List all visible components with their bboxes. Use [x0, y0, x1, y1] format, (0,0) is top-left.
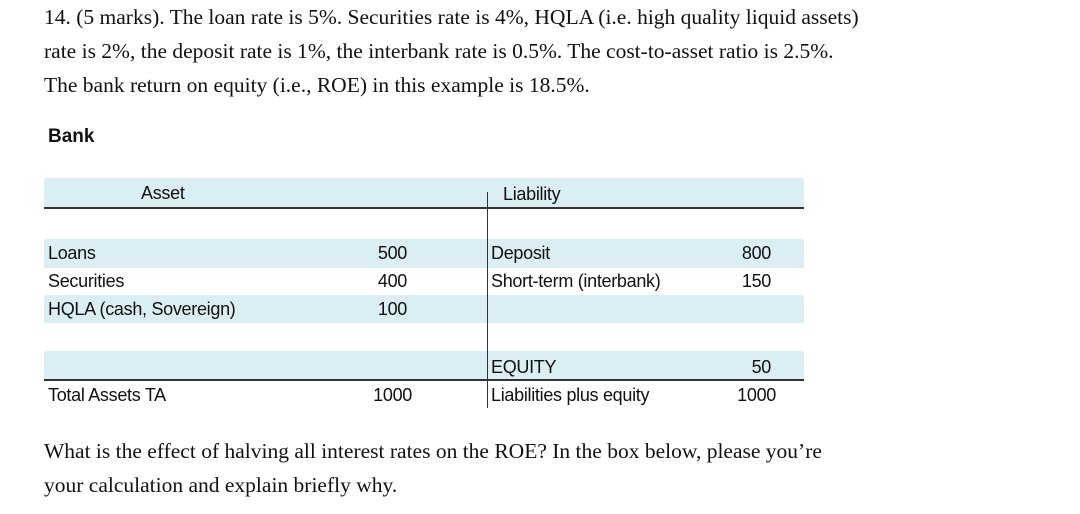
- asset-label-securities: Securities: [48, 271, 125, 291]
- liability-header: Liability: [503, 184, 561, 204]
- asset-value-hqla: 100: [377, 299, 407, 319]
- total-assets-value: 1000: [373, 385, 412, 405]
- row-band-3: [44, 351, 804, 379]
- asset-label-hqla: HQLA (cash, Sovereign): [48, 299, 236, 319]
- question-line-2: rate is 2%, the deposit rate is 1%, the …: [44, 39, 834, 63]
- bank-label: Bank: [48, 126, 95, 147]
- equity-label: EQUITY: [491, 357, 557, 377]
- row-band-2: [44, 295, 804, 323]
- asset-value-loans: 500: [377, 243, 407, 263]
- asset-label-loans: Loans: [48, 243, 96, 263]
- row-band-1: [44, 239, 804, 268]
- asset-header: Asset: [141, 183, 185, 203]
- total-assets-label: Total Assets TA: [48, 385, 166, 405]
- question-line-3: The bank return on equity (i.e., ROE) in…: [44, 73, 590, 97]
- total-liabilities-label: Liabilities plus equity: [491, 385, 650, 405]
- header-band: [44, 178, 804, 207]
- header-rule: [44, 207, 804, 209]
- column-divider: [487, 192, 488, 408]
- asset-value-securities: 400: [377, 271, 407, 291]
- followup-line-1: What is the effect of halving all intere…: [44, 439, 822, 463]
- balance-sheet-table: Asset Liability Loans 500 Securities 400…: [44, 178, 804, 410]
- total-liabilities-value: 1000: [737, 385, 776, 405]
- question-text: 14. (5 marks). The loan rate is 5%. Secu…: [44, 0, 1054, 102]
- question-line-1: 14. (5 marks). The loan rate is 5%. Secu…: [44, 5, 859, 29]
- liability-label-interbank: Short-term (interbank): [491, 271, 661, 291]
- total-rule: [44, 379, 804, 381]
- followup-line-2: your calculation and explain briefly why…: [44, 473, 398, 497]
- equity-value: 50: [751, 357, 772, 377]
- liability-value-deposit: 800: [741, 243, 771, 263]
- followup-question: What is the effect of halving all intere…: [44, 434, 1054, 502]
- liability-label-deposit: Deposit: [491, 243, 550, 263]
- liability-value-interbank: 150: [741, 271, 771, 291]
